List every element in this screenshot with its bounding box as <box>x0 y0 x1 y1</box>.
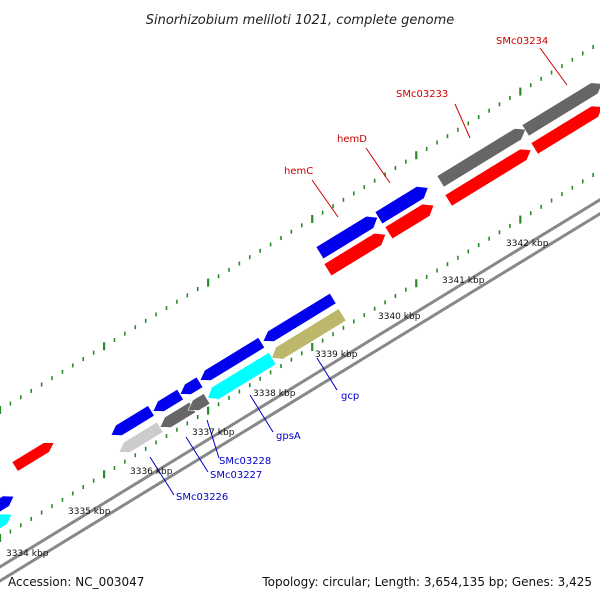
gene-smc03226 <box>118 421 164 453</box>
gene-label-hemc[interactable]: hemC <box>284 166 313 177</box>
gene-smc03233 <box>436 128 527 188</box>
accession-text: Accession: NC_003047 <box>8 575 144 589</box>
gene-label-smc03227[interactable]: SMc03227 <box>210 470 262 481</box>
gene-red-left <box>11 442 55 472</box>
leader-line <box>185 436 209 473</box>
leader-line <box>206 419 220 459</box>
gene-blue-e <box>262 292 337 342</box>
gene-smc03227 <box>159 401 197 428</box>
tick-label-3340: 3340 kbp <box>378 312 421 322</box>
leader-line <box>539 47 568 86</box>
leader-line <box>454 103 471 139</box>
gene-label-gcp[interactable]: gcp <box>341 391 359 402</box>
gene-hemc <box>315 215 379 260</box>
backbone-rail <box>0 197 600 569</box>
gene-red-3 <box>323 232 387 277</box>
gene-gpsa <box>207 351 277 400</box>
tick-label-3337: 3337 kbp <box>192 428 235 438</box>
tick-label-3338: 3338 kbp <box>253 389 296 399</box>
label-leaders <box>149 47 568 496</box>
leader-line <box>311 179 339 218</box>
tick-label-3336: 3336 kbp <box>130 467 173 477</box>
gene-smc03234 <box>521 82 600 137</box>
leader-line <box>149 456 175 496</box>
gene-red-1 <box>444 148 532 207</box>
gene-label-gpsa[interactable]: gpsA <box>276 431 301 442</box>
tick-marks <box>0 45 594 542</box>
map-title: Sinorhizobium meliloti 1021, complete ge… <box>146 13 455 28</box>
tick-label-3335: 3335 kbp <box>68 507 111 517</box>
leader-line <box>365 147 391 184</box>
gene-blue-left <box>0 495 15 513</box>
gene-label-smc03234[interactable]: SMc03234 <box>496 36 548 47</box>
backbone <box>0 197 600 583</box>
gene-red-2 <box>530 105 600 155</box>
gene-hemd <box>374 186 429 225</box>
tick-label-3342: 3342 kbp <box>506 239 549 249</box>
genes <box>0 82 600 529</box>
gene-blue-a <box>110 405 155 436</box>
gene-blue-c <box>179 376 204 395</box>
topology-text: Topology: circular; Length: 3,654,135 bp… <box>261 575 592 589</box>
gene-blue-d <box>199 337 266 381</box>
tick-label-3339: 3339 kbp <box>315 350 358 360</box>
gene-red-4 <box>384 203 435 240</box>
gene-blue-b <box>152 388 184 412</box>
gene-label-smc03226[interactable]: SMc03226 <box>176 492 228 503</box>
tick-label-3334: 3334 kbp <box>6 549 49 559</box>
gene-cyan-left <box>0 513 13 529</box>
tick-label-3341: 3341 kbp <box>442 276 485 286</box>
leader-line <box>316 357 338 391</box>
gene-label-hemd[interactable]: hemD <box>337 134 367 145</box>
gene-label-smc03233[interactable]: SMc03233 <box>396 89 448 100</box>
gene-label-smc03228[interactable]: SMc03228 <box>219 456 271 467</box>
backbone-rail <box>0 211 600 583</box>
gene-gcp <box>271 308 347 360</box>
gene-smc03228 <box>187 393 211 411</box>
leader-line <box>249 394 274 433</box>
